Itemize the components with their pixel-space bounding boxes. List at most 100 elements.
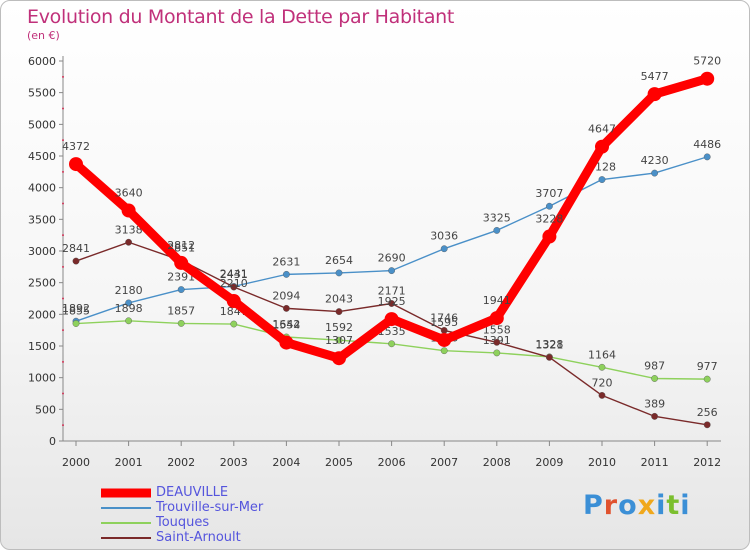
data-point-trouville-sur-mer — [335, 269, 343, 277]
data-point-deauville — [226, 294, 241, 309]
data-label-saint-arnoult: 2043 — [325, 293, 353, 306]
y-tick-label: 1000 — [28, 372, 56, 385]
data-label-touques: 1328 — [535, 338, 563, 351]
data-point-deauville — [700, 71, 715, 86]
data-label-saint-arnoult: 3138 — [115, 223, 143, 236]
data-label-saint-arnoult: 389 — [644, 397, 665, 410]
x-tick-label: 2012 — [693, 456, 721, 469]
data-point-saint-arnoult — [282, 304, 290, 312]
x-tick-label: 2007 — [430, 456, 458, 469]
data-label-saint-arnoult: 256 — [697, 406, 718, 419]
data-label-deauville: 5477 — [641, 70, 669, 83]
data-label-saint-arnoult: 2094 — [272, 289, 300, 302]
data-label-deauville: 3228 — [535, 213, 563, 226]
legend-swatch-deauville — [101, 488, 151, 497]
data-point-trouville-sur-mer — [546, 202, 553, 210]
data-label-deauville: 2210 — [220, 277, 248, 290]
data-label-touques: 977 — [697, 360, 718, 373]
y-minor-tick — [62, 424, 64, 427]
logo-letter: x — [637, 490, 657, 521]
x-tick-label: 2011 — [641, 456, 669, 469]
data-point-touques — [493, 349, 501, 357]
data-point-deauville — [384, 312, 399, 327]
data-point-trouville-sur-mer — [703, 153, 711, 161]
data-label-deauville: 1925 — [378, 295, 406, 308]
data-label-saint-arnoult: 2841 — [62, 242, 90, 255]
y-tick-label: 0 — [49, 435, 56, 448]
y-tick-label: 4000 — [28, 182, 56, 195]
legend-label-saint-arnoult: Saint-Arnoult — [156, 530, 241, 545]
y-minor-tick — [62, 170, 64, 173]
data-point-trouville-sur-mer — [125, 299, 133, 307]
data-point-touques — [388, 340, 395, 348]
data-label-touques: 1592 — [325, 321, 353, 334]
y-minor-tick — [62, 265, 64, 268]
x-tick-label: 2006 — [378, 456, 406, 469]
data-point-saint-arnoult — [335, 308, 343, 316]
legend-swatch-saint-arnoult — [101, 536, 151, 539]
data-label-touques: 1857 — [167, 304, 195, 317]
data-point-deauville — [489, 311, 504, 326]
y-minor-tick — [62, 297, 64, 300]
y-tick-label: 4500 — [28, 150, 56, 163]
data-label-touques: 1898 — [115, 302, 143, 315]
x-tick-label: 2003 — [220, 456, 248, 469]
data-label-saint-arnoult: 1746 — [430, 311, 458, 324]
data-point-trouville-sur-mer — [598, 176, 606, 183]
data-point-saint-arnoult — [388, 300, 395, 307]
x-tick-label: 2004 — [272, 456, 300, 469]
data-label-deauville: 4647 — [588, 123, 616, 136]
y-minor-tick — [62, 75, 64, 78]
logo-letter: P — [583, 490, 604, 521]
y-tick-label: 6000 — [28, 55, 56, 68]
data-point-touques — [651, 375, 658, 382]
data-label-trouville-sur-mer: 4230 — [641, 154, 669, 167]
data-label-saint-arnoult: 1558 — [483, 323, 511, 336]
legend-swatch-touques — [101, 521, 151, 524]
x-tick-label: 2009 — [535, 456, 563, 469]
y-minor-tick — [62, 139, 64, 142]
legend-label-touques: Touques — [156, 515, 210, 530]
y-tick-label: 2000 — [28, 308, 56, 321]
data-label-trouville-sur-mer: 3036 — [430, 230, 458, 243]
data-label-touques: 1164 — [588, 348, 616, 361]
y-minor-tick — [62, 392, 64, 395]
y-tick-label: 2500 — [28, 277, 56, 290]
y-tick-label: 3000 — [28, 245, 56, 258]
data-point-saint-arnoult — [125, 238, 133, 246]
data-point-trouville-sur-mer — [493, 227, 501, 234]
data-label-deauville: 5720 — [693, 55, 721, 68]
chart-title: Evolution du Montant de la Dette par Hab… — [27, 6, 455, 28]
data-point-deauville — [332, 351, 346, 366]
data-point-saint-arnoult — [493, 338, 501, 346]
logo-letter: r — [603, 490, 619, 521]
logo-letter: i — [656, 490, 667, 521]
y-tick-label: 1500 — [28, 340, 56, 353]
y-tick-label: 500 — [35, 403, 56, 416]
data-label-saint-arnoult: 2431 — [220, 268, 248, 281]
logo-letter: t — [666, 490, 681, 521]
data-point-touques — [125, 317, 133, 325]
data-label-trouville-sur-mer: 2631 — [272, 255, 300, 268]
data-label-deauville: 1595 — [430, 316, 458, 329]
data-point-touques — [598, 363, 606, 371]
y-minor-tick — [62, 202, 64, 205]
data-point-deauville — [647, 87, 662, 102]
logo-letter: i — [680, 490, 691, 521]
x-tick-label: 2000 — [62, 456, 90, 469]
x-tick-label: 2008 — [483, 456, 511, 469]
data-point-touques — [440, 347, 448, 355]
y-minor-tick — [62, 360, 64, 363]
data-point-saint-arnoult — [598, 391, 606, 399]
data-point-deauville — [542, 229, 557, 244]
logo-letter: o — [618, 490, 638, 521]
data-label-saint-arnoult: 2171 — [378, 285, 406, 298]
data-label-touques: 1642 — [272, 318, 300, 331]
data-label-trouville-sur-mer: 3707 — [535, 187, 563, 200]
data-label-deauville: 1941 — [483, 294, 511, 307]
data-point-touques — [703, 375, 711, 383]
data-point-saint-arnoult — [230, 283, 238, 291]
data-point-trouville-sur-mer — [440, 245, 448, 253]
